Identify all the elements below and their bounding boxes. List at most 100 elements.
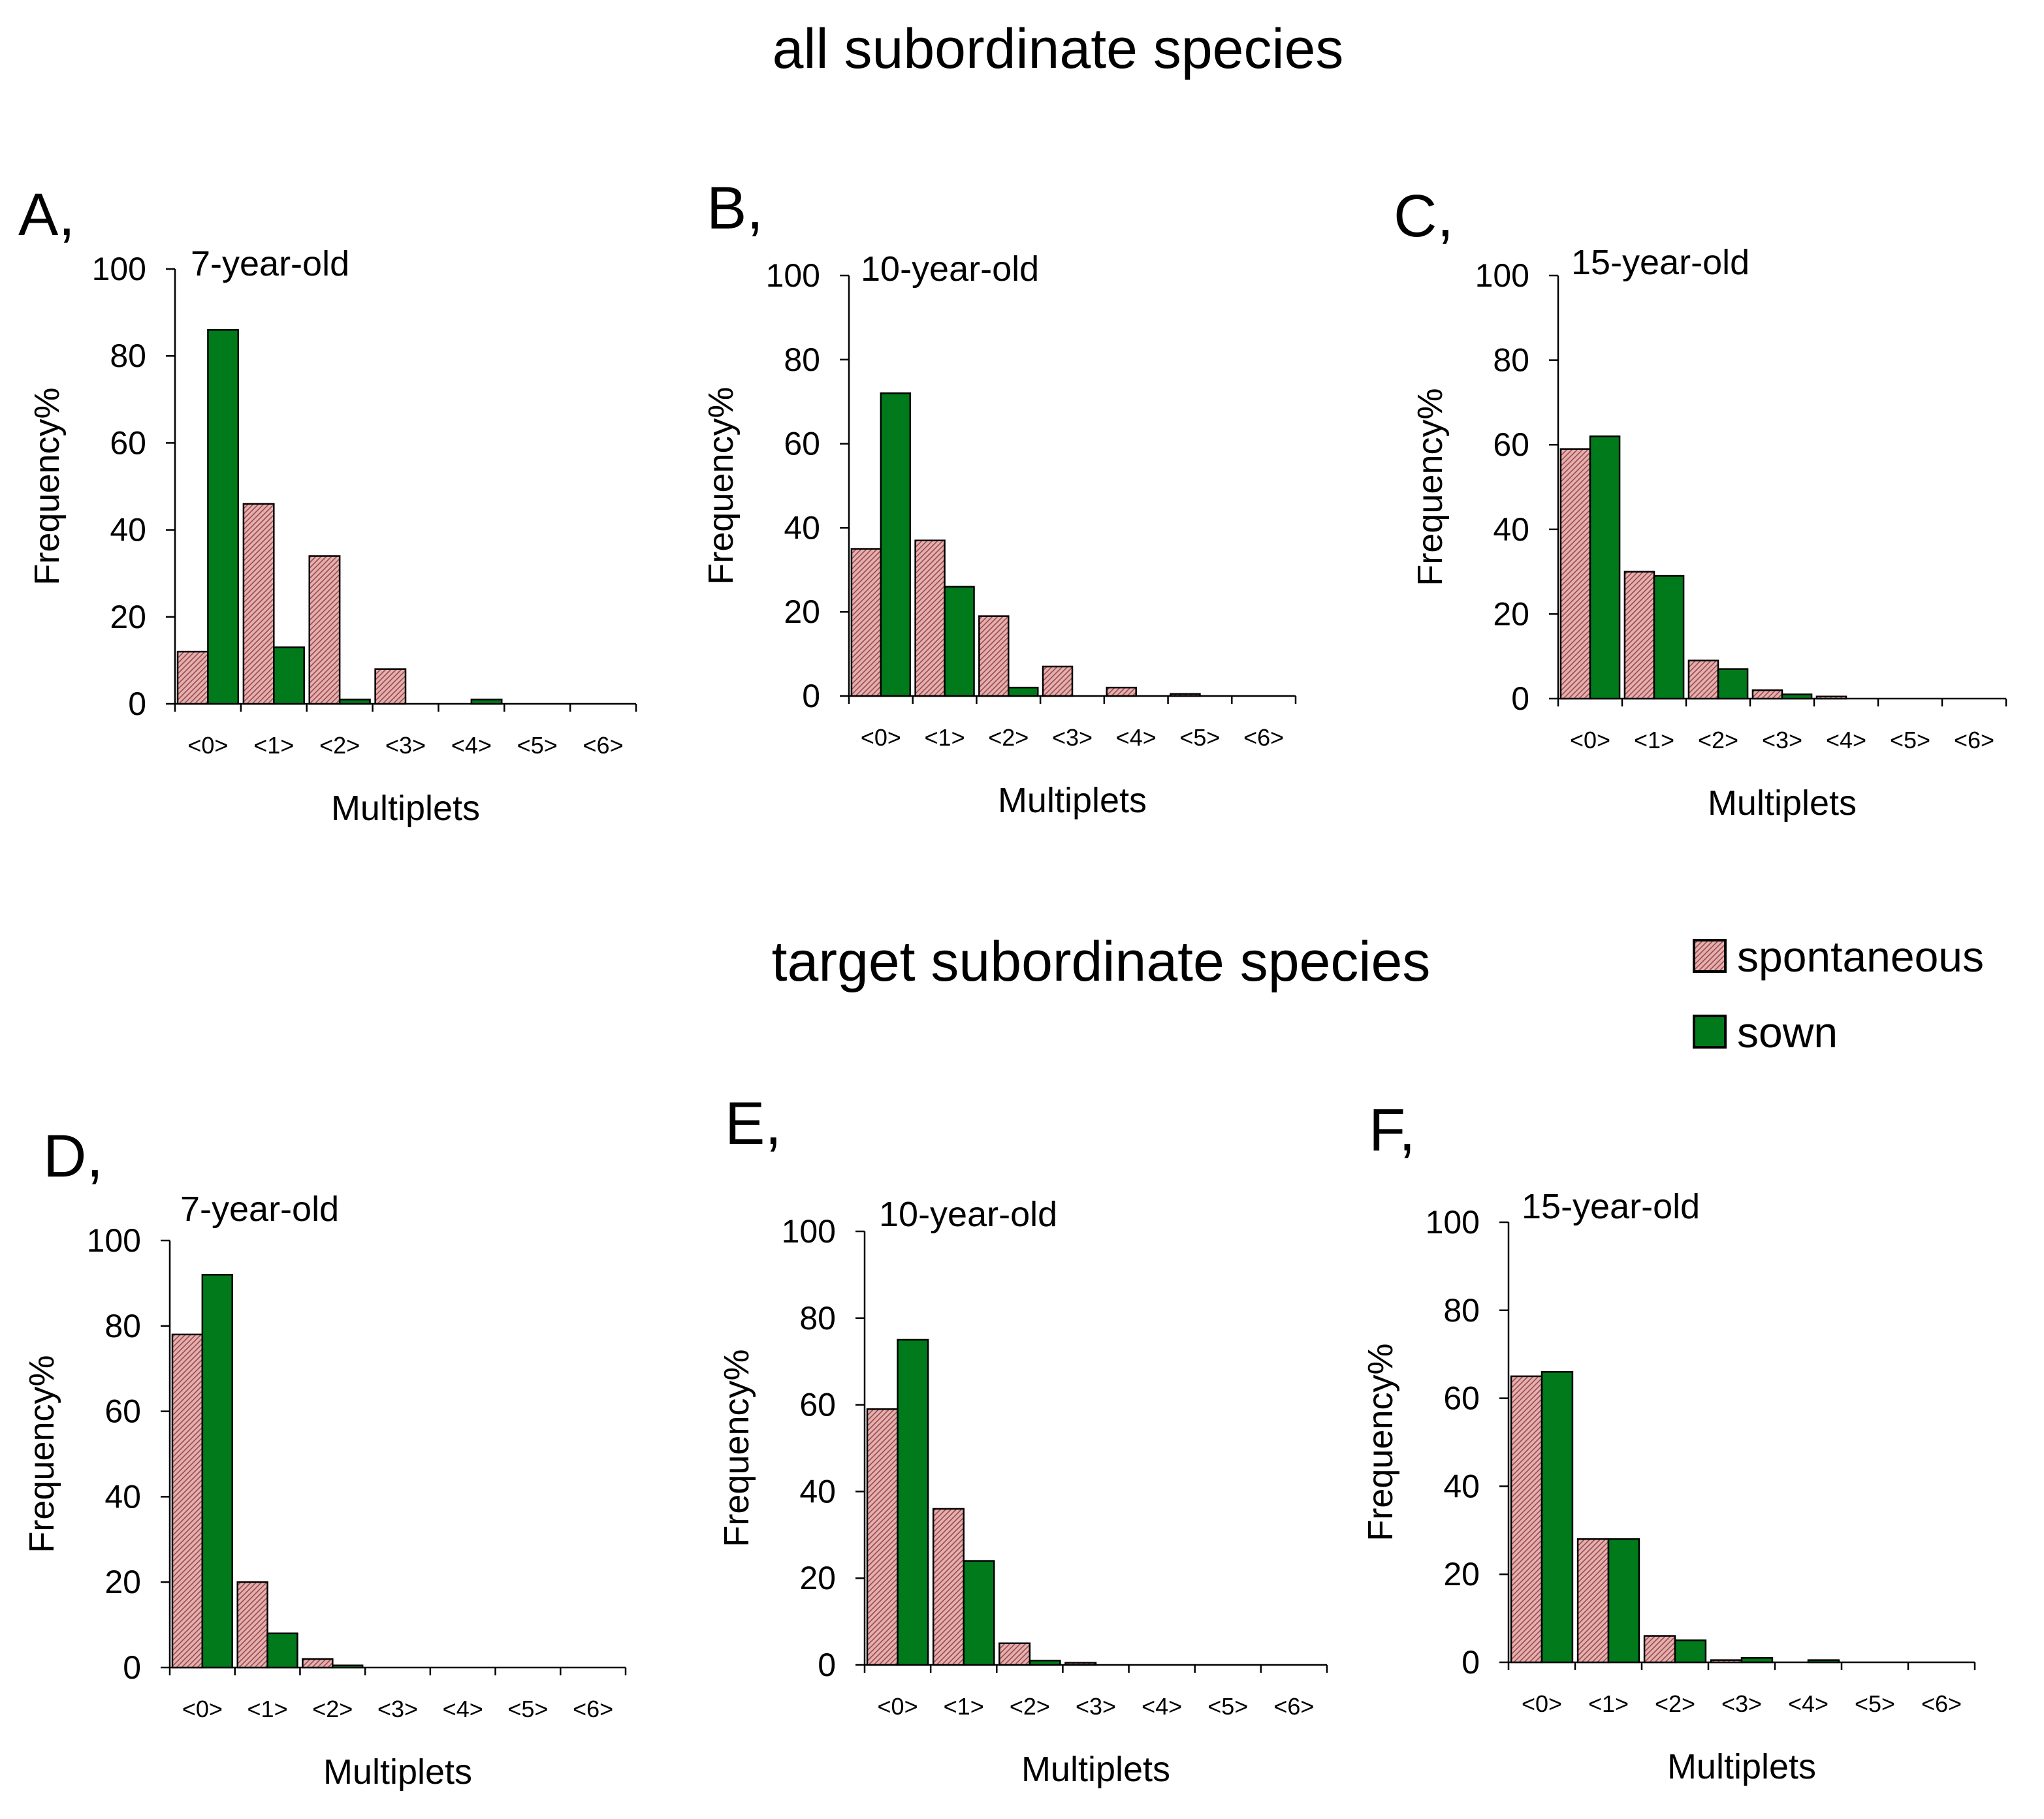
bar-sown-a-2	[338, 699, 371, 705]
bar-spontaneous-a-1	[242, 503, 275, 705]
bar-sown-d-1	[266, 1632, 298, 1669]
panel-letter-f: F,	[1369, 1097, 1416, 1163]
x-tick-label-f-5: <5>	[1855, 1690, 1895, 1717]
x-tick-label-a-5: <5>	[517, 732, 558, 759]
bar-spontaneous-a-3	[374, 668, 407, 705]
bar-sown-c-2	[1717, 668, 1749, 700]
y-tick-label-f-60: 60	[1443, 1380, 1480, 1417]
bar-spontaneous-e-1	[932, 1508, 965, 1666]
bar-spontaneous-c-0	[1559, 448, 1591, 700]
x-axis-label-f: Multiplets	[1667, 1747, 1816, 1786]
bar-sown-d-2	[332, 1664, 364, 1669]
y-tick-label-f-80: 80	[1443, 1292, 1480, 1329]
y-tick-label-c-100: 100	[1475, 257, 1529, 294]
x-axis-label-a: Multiplets	[331, 789, 480, 828]
y-axis-label-c: Frequency%	[1411, 388, 1450, 586]
y-tick-label-b-100: 100	[766, 257, 820, 294]
x-tick-label-e-2: <2>	[1010, 1693, 1050, 1720]
bar-spontaneous-f-2	[1643, 1635, 1676, 1664]
y-axis-label-f: Frequency%	[1361, 1343, 1400, 1541]
y-tick-label-b-20: 20	[784, 593, 820, 630]
x-tick-label-f-2: <2>	[1655, 1690, 1695, 1717]
y-tick-label-e-60: 60	[799, 1387, 836, 1423]
x-tick-label-f-6: <6>	[1921, 1690, 1962, 1717]
bar-spontaneous-d-2	[302, 1658, 334, 1669]
x-tick-label-d-6: <6>	[573, 1696, 613, 1722]
y-tick-label-f-100: 100	[1426, 1204, 1480, 1241]
bar-spontaneous-d-0	[171, 1333, 204, 1669]
y-tick-label-a-100: 100	[92, 251, 146, 287]
y-tick-label-e-40: 40	[799, 1473, 836, 1510]
x-tick-label-a-6: <6>	[583, 732, 624, 759]
bar-spontaneous-f-1	[1576, 1538, 1610, 1664]
panel-letter-a: A,	[18, 182, 75, 248]
bar-sown-a-0	[207, 328, 240, 705]
x-tick-label-a-3: <3>	[385, 732, 426, 759]
y-tick-label-f-0: 0	[1461, 1644, 1480, 1681]
y-tick-label-d-20: 20	[104, 1564, 141, 1600]
bar-sown-f-3	[1740, 1657, 1774, 1664]
x-tick-label-c-3: <3>	[1762, 727, 1802, 753]
y-tick-label-b-80: 80	[784, 341, 820, 378]
y-tick-label-c-20: 20	[1493, 595, 1529, 632]
bar-sown-c-0	[1589, 435, 1621, 700]
y-tick-label-d-100: 100	[87, 1222, 141, 1259]
x-axis-label-d: Multiplets	[323, 1752, 472, 1792]
panel-subtitle-f: 15-year-old	[1522, 1187, 1700, 1226]
panel-letter-b: B,	[707, 175, 763, 242]
bar-spontaneous-d-1	[236, 1581, 268, 1669]
y-tick-label-e-100: 100	[782, 1213, 836, 1250]
x-axis-label-c: Multiplets	[1708, 783, 1857, 823]
y-tick-label-f-40: 40	[1443, 1468, 1480, 1504]
y-tick-label-c-80: 80	[1493, 342, 1529, 379]
x-tick-label-e-1: <1>	[944, 1693, 984, 1720]
bar-sown-a-1	[273, 646, 305, 705]
x-axis-label-b: Multiplets	[998, 781, 1147, 820]
bar-sown-f-0	[1541, 1370, 1574, 1664]
x-tick-label-a-4: <4>	[451, 732, 492, 759]
y-tick-label-d-0: 0	[123, 1649, 141, 1686]
x-tick-label-a-0: <0>	[187, 732, 228, 759]
bar-sown-c-1	[1653, 575, 1685, 700]
x-tick-label-c-2: <2>	[1698, 727, 1738, 753]
x-tick-label-d-3: <3>	[377, 1696, 418, 1722]
bar-spontaneous-b-1	[914, 539, 946, 697]
y-tick-label-e-0: 0	[818, 1647, 836, 1683]
bar-spontaneous-c-4	[1815, 695, 1847, 700]
bar-sown-f-1	[1607, 1538, 1640, 1664]
panel-subtitle-c: 15-year-old	[1571, 243, 1749, 282]
bar-sown-b-1	[944, 586, 975, 697]
x-tick-label-b-3: <3>	[1052, 724, 1093, 751]
bar-spontaneous-c-3	[1751, 689, 1783, 700]
bar-sown-e-1	[963, 1560, 995, 1666]
x-tick-label-b-2: <2>	[988, 724, 1029, 751]
bar-sown-d-0	[201, 1274, 233, 1669]
y-tick-label-c-40: 40	[1493, 511, 1529, 548]
chart-panel-e: E, 10-year-old 0 20 40 60 80 100 <0> <1> <2> <3> <4>…	[717, 1090, 1328, 1789]
chart-panel-c: C, 15-year-old 0 20 40 60 80 100 <0> <1> <2> <3> <4>…	[1394, 183, 2007, 823]
y-tick-label-d-80: 80	[104, 1308, 141, 1344]
chart-panel-f: F, 15-year-old 0 20 40 60 80 100 <0> <1> <2> <3> <4>…	[1361, 1097, 1976, 1786]
bar-spontaneous-f-3	[1710, 1659, 1743, 1664]
bar-spontaneous-b-5	[1170, 693, 1201, 697]
bar-spontaneous-b-0	[850, 548, 882, 697]
x-tick-label-f-3: <3>	[1721, 1690, 1762, 1717]
x-tick-label-e-0: <0>	[878, 1693, 918, 1720]
x-tick-label-a-2: <2>	[319, 732, 360, 759]
bar-sown-f-2	[1674, 1639, 1707, 1664]
x-tick-label-b-5: <5>	[1179, 724, 1220, 751]
bar-spontaneous-a-0	[176, 650, 209, 705]
x-tick-label-e-6: <6>	[1273, 1693, 1314, 1720]
panel-subtitle-a: 7-year-old	[191, 244, 349, 283]
y-tick-label-c-60: 60	[1493, 426, 1529, 463]
bar-sown-f-4	[1807, 1659, 1840, 1664]
bar-sown-a-4	[470, 699, 503, 705]
y-tick-label-e-80: 80	[799, 1300, 836, 1337]
y-tick-label-b-0: 0	[802, 678, 820, 714]
x-tick-label-a-1: <1>	[253, 732, 294, 759]
y-axis-label-a: Frequency%	[27, 387, 67, 585]
bar-spontaneous-b-4	[1106, 686, 1137, 697]
x-tick-label-d-1: <1>	[248, 1696, 288, 1722]
x-tick-label-d-2: <2>	[312, 1696, 353, 1722]
